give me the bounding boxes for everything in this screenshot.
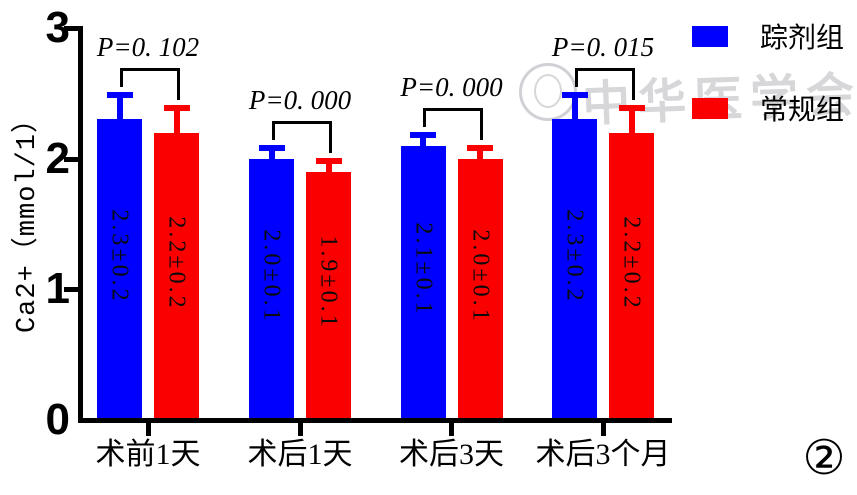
error-bar-cap [163,105,190,112]
legend-swatch-blue [692,25,728,47]
bar-value-label: 2.1±0.1 [410,222,437,317]
error-bar-stem [420,132,426,156]
error-bar-cap [258,144,285,151]
bar: 2.0±0.1 [457,158,503,422]
x-tick [297,423,303,436]
bar-value-label: 2.0±0.1 [467,229,494,324]
error-bar-stem [628,106,635,143]
error-bar-stem [173,106,180,143]
legend: 踪剂组 常规组 [692,16,844,160]
bar: 2.2±0.2 [154,132,199,422]
p-value-label: P=0. 000 [400,71,503,102]
bar: 2.0±0.1 [249,158,294,422]
legend-label-tracer-group: 踪剂组 [760,23,845,54]
x-tick [449,423,454,436]
error-bar-cap [467,144,493,151]
bar: 2.1±0.1 [400,145,446,422]
legend-label-routine-group: 常规组 [760,95,845,126]
bar: 2.3±0.2 [552,119,597,422]
significance-bracket-top [119,68,180,72]
legend-item-routine-group: 常规组 [692,88,844,128]
error-bar-cap [315,157,342,164]
bar-value-label: 2.3±0.2 [562,209,589,304]
bar-value-label: 2.2±0.2 [164,216,191,311]
bar: 1.9±0.1 [306,171,351,422]
legend-item-tracer-group: 踪剂组 [692,16,844,56]
x-category-label: 术后3天 [399,438,504,471]
y-axis-title: Ca2+（mmol/1） [13,104,43,334]
significance-bracket-top [271,120,332,124]
y-tick [64,25,78,31]
bar-value-label: 2.3±0.2 [107,209,134,304]
significance-bracket-left [271,120,275,140]
error-bar-cap [618,105,645,112]
bar-value-label: 1.9±0.1 [316,235,343,330]
error-bar-stem [268,145,275,169]
p-value-label: P=0. 015 [551,32,655,63]
significance-bracket-right [176,68,180,101]
error-bar-cap [106,92,133,99]
x-category-label: 术后1天 [247,438,353,471]
bar: 2.2±0.2 [609,132,654,422]
y-axis-line [78,25,83,423]
legend-swatch-red [692,97,728,119]
x-category-label: 术后3个月 [535,438,671,471]
significance-bracket-right [631,68,635,101]
significance-bracket-right [480,107,483,140]
bar-value-label: 2.2±0.2 [619,216,646,311]
x-tick [600,423,606,436]
p-value-label: P=0. 000 [248,84,352,115]
significance-bracket-right [328,120,332,153]
error-bar-stem [116,93,123,130]
significance-bracket-left [119,68,123,88]
x-category-label: 术前1天 [95,438,201,471]
error-bar-stem [571,93,578,130]
significance-bracket-left [574,68,578,88]
bar-value-label: 2.0±0.1 [259,229,286,324]
x-tick [145,423,151,436]
y-tick [64,287,78,293]
y-tick-label: 0 [45,395,70,444]
error-bar-stem [325,158,332,182]
error-bar-stem [477,145,483,169]
p-value-label: P=0. 102 [96,32,200,63]
significance-bracket-left [423,107,426,127]
y-tick [64,156,78,162]
significance-bracket-top [574,68,635,72]
significance-bracket-top [423,107,483,111]
error-bar-cap [561,92,588,99]
x-axis-line [78,418,672,423]
bar: 2.3±0.2 [97,119,142,422]
figure-number-badge: ② [802,430,846,486]
error-bar-cap [410,131,436,138]
